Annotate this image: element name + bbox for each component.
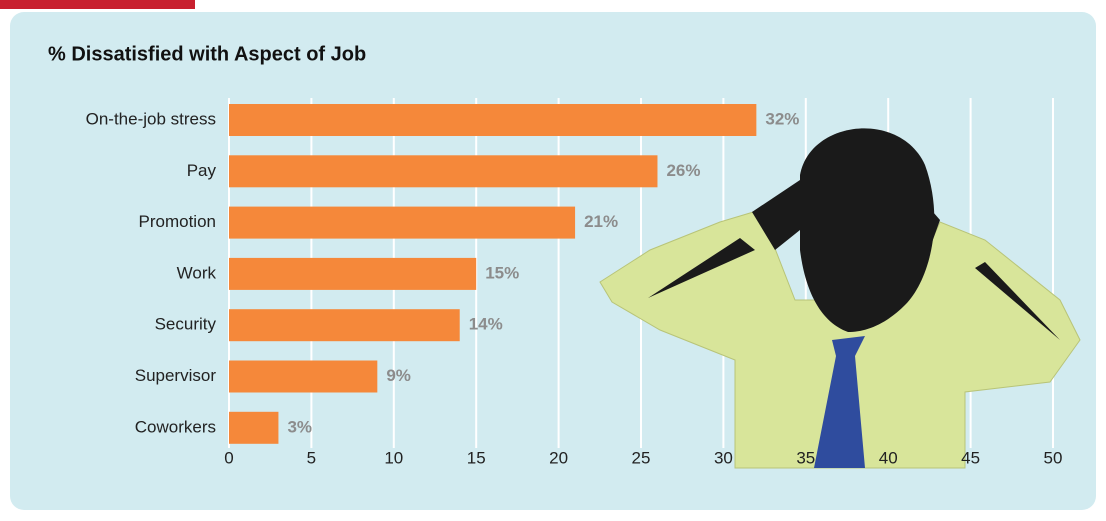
shadow — [648, 238, 755, 298]
value-label: 14% — [469, 315, 503, 334]
tie — [814, 336, 865, 468]
head — [800, 128, 935, 332]
bar — [229, 411, 279, 444]
value-label: 21% — [584, 212, 618, 231]
x-tick-label: 35 — [796, 448, 815, 467]
bar — [229, 155, 658, 188]
bar — [229, 309, 460, 342]
x-tick-label: 0 — [224, 448, 233, 467]
header-tab — [0, 0, 195, 9]
x-tick-label: 25 — [632, 448, 651, 467]
x-tick-label: 15 — [467, 448, 486, 467]
value-label: 15% — [485, 263, 519, 282]
y-tick-label: Work — [177, 263, 217, 282]
illustration — [599, 128, 1081, 469]
y-tick-label: On-the-job stress — [86, 109, 216, 128]
y-tick-label: Coworkers — [135, 417, 216, 436]
value-label: 9% — [386, 366, 411, 385]
y-tick-label: Promotion — [139, 212, 216, 231]
x-tick-label: 20 — [549, 448, 568, 467]
x-tick-label: 45 — [961, 448, 980, 467]
left-hand — [752, 180, 800, 250]
y-tick-label: Supervisor — [135, 366, 217, 385]
value-label: 26% — [666, 161, 700, 180]
bar — [229, 257, 477, 290]
x-tick-label: 30 — [714, 448, 733, 467]
x-tick-label: 10 — [384, 448, 403, 467]
x-tick-label: 50 — [1044, 448, 1063, 467]
bar — [229, 206, 576, 239]
bar — [229, 104, 757, 136]
bar — [229, 360, 378, 393]
shadow — [975, 262, 1060, 340]
chart-title: % Dissatisfied with Aspect of Job — [48, 43, 366, 65]
value-label: 3% — [287, 417, 312, 436]
value-label: 32% — [765, 109, 799, 128]
bars: 0 5 10 15 20 25 30 35 40 45 50 On-the-job stress 32%… — [86, 104, 1063, 467]
y-tick-label: Pay — [187, 161, 217, 180]
x-tick-label: 5 — [307, 448, 316, 467]
x-tick-label: 40 — [879, 448, 898, 467]
y-tick-label: Security — [155, 315, 217, 334]
